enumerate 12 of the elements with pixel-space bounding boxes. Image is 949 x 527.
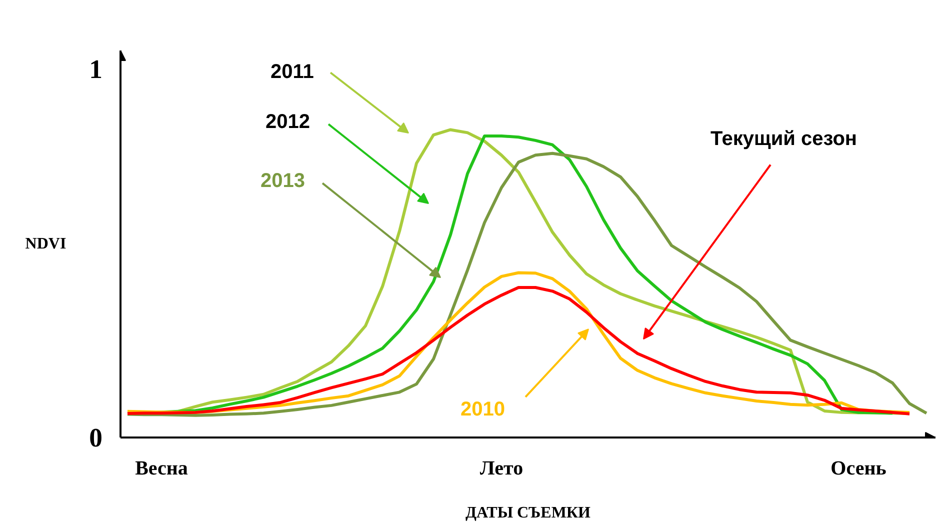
text: 2012 xyxy=(266,110,310,133)
text: 2011 xyxy=(270,61,314,84)
text: 2010 xyxy=(460,398,505,420)
text: 2013 xyxy=(260,170,305,192)
x-axis-title: ДАТЫ СЪЕМКИ xyxy=(466,504,592,522)
y-tick-label: 0 xyxy=(89,422,102,452)
y-axis-title: NDVI xyxy=(25,236,66,252)
x-tick-label: Весна xyxy=(135,458,188,480)
y-tick-label: 1 xyxy=(89,54,102,84)
text: Текущий сезон xyxy=(710,128,857,150)
x-tick-label: Лето xyxy=(480,458,524,480)
x-tick-label: Осень xyxy=(830,458,887,480)
